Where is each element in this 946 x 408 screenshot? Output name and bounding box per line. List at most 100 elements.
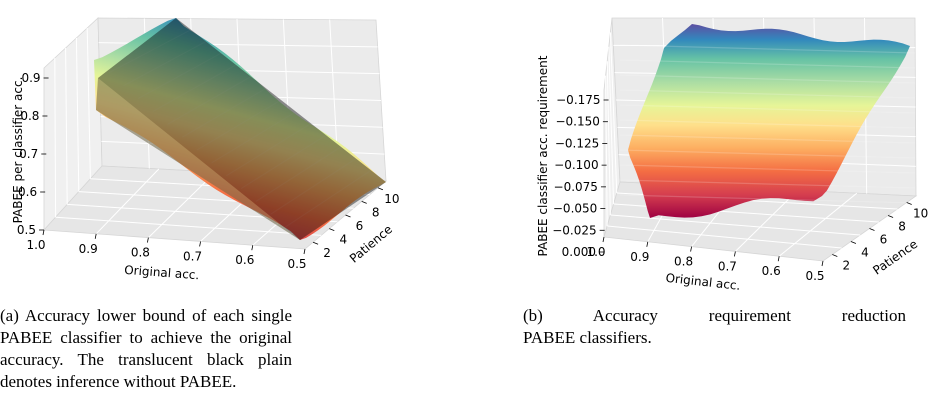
a-grid-left (54, 57, 57, 218)
a-y-tick-mark (329, 228, 335, 231)
a-surface-mesh (226, 123, 312, 177)
a-surface-mesh (152, 64, 237, 112)
a-grid-floor (55, 216, 322, 236)
b-surface-band (619, 104, 916, 114)
b-y-tick-label: 4 (861, 246, 869, 260)
b-x-tick-mark (602, 236, 605, 243)
a-grid-floor (148, 171, 216, 238)
a-surface-mesh (270, 158, 357, 215)
b-x-tick-mark (734, 251, 736, 257)
a-y-tick-label: 4 (339, 233, 347, 247)
a-surface-mesh (211, 111, 297, 164)
b-x-tick-label: 0.7 (718, 259, 737, 273)
b-x-tick-mark (690, 246, 692, 252)
b-surface (628, 24, 910, 218)
a-surface-mesh (123, 40, 207, 87)
a-grid-left (65, 47, 68, 205)
b-grid-left (605, 75, 608, 227)
a-x-tick-label: 0.6 (235, 253, 254, 267)
a-x-tick-mark (147, 237, 149, 243)
b-z-tick-label: −0.075 (554, 180, 598, 194)
a-surface-mesh (137, 52, 222, 100)
a-y-tick-mark (345, 214, 351, 218)
b-y-tick-mark (832, 254, 838, 257)
a-surface-mesh (182, 87, 267, 138)
b-y-tick-label: 2 (842, 259, 850, 273)
a-surface-mesh (196, 99, 282, 151)
a-x-tick-label: 0.7 (183, 249, 202, 263)
a-x-tick-label: 1.0 (26, 238, 45, 252)
b-grid-floor (778, 192, 858, 257)
b-z-tick-label: −0.150 (555, 115, 599, 129)
b-y-tick-label: 10 (913, 207, 928, 221)
b-y-tick-mark (887, 215, 894, 218)
b-x-tick-label: 0.9 (630, 250, 649, 264)
b-y-tick-mark (850, 241, 857, 244)
a-surface-mesh (285, 169, 372, 228)
a-y-tick-mark (361, 201, 367, 204)
b-y-tick-mark (906, 202, 912, 205)
b-z-tick-label: −0.100 (554, 158, 598, 172)
a-z-tick-label: 0.5 (17, 223, 36, 237)
b-surface-band (619, 119, 916, 129)
a-z-tick-label: 0.9 (21, 71, 40, 85)
b-z-tick-label: −0.175 (556, 93, 600, 107)
b-surface-band (619, 164, 916, 174)
a-grid-left (75, 37, 80, 192)
b-y-tick-label: 6 (880, 233, 888, 247)
a-y-tick-label: 2 (323, 246, 331, 260)
a-surface-mesh (255, 146, 342, 202)
a-surface-mesh (108, 29, 192, 74)
a-grid-left (86, 27, 91, 179)
b-x-tick-mark (777, 256, 780, 262)
b-grid-floor (607, 225, 842, 249)
b-x-tick-label: 0.5 (805, 269, 824, 283)
b-z-tick-label: −0.050 (553, 202, 597, 216)
a-y-tick-mark (312, 241, 319, 245)
a-x-tick-mark (42, 229, 45, 236)
a-x-axis-label: Original acc. (124, 263, 200, 282)
b-surface-band (619, 89, 916, 99)
caption-b: (b) Accuracy requirement reduction effe … (523, 305, 946, 349)
a-x-tick-label: 0.5 (287, 257, 306, 271)
b-z-tick-label: −0.125 (555, 136, 599, 150)
a-plane-highlight (96, 78, 300, 240)
a-x-tick-mark (94, 233, 97, 239)
a-x-tick-mark (251, 245, 254, 251)
a-surface (94, 18, 386, 240)
b-y-axis-label: Patience (870, 237, 920, 278)
b-x-tick-label: 0.8 (674, 255, 693, 269)
a-surface-mesh (240, 134, 327, 189)
b-y-tick-mark (869, 228, 875, 231)
b-grid-left (606, 61, 611, 216)
b-surface-band (619, 149, 916, 159)
b-surface-band (619, 74, 916, 84)
b-x-tick-mark (821, 260, 824, 267)
a-x-tick-label: 0.8 (131, 246, 150, 260)
caption-b-line2: PABEE classifiers. (523, 328, 652, 347)
a-x-tick-mark (303, 248, 306, 255)
b-z-tick-label: −0.025 (552, 223, 596, 237)
b-grid-floor (735, 190, 798, 252)
b-surface-band (619, 44, 916, 54)
a-x-tick-label: 0.9 (79, 242, 98, 256)
b-surface-band (619, 59, 916, 69)
a-z-tick-label: 0.6 (18, 185, 37, 199)
b-grid-left (608, 46, 615, 205)
a-y-tick-label: 10 (384, 192, 399, 206)
b-x-tick-mark (646, 241, 649, 247)
b-z-axis-label: PABEE classifier acc. requirement (536, 55, 550, 256)
a-reference-plane (96, 18, 386, 240)
a-z-tick-label: 0.8 (20, 109, 39, 123)
b-surface-band (619, 194, 916, 204)
a-y-tick-mark (377, 187, 384, 191)
b-y-tick-label: 8 (898, 220, 906, 234)
caption-a: (a) Accuracy lower bound of each single … (0, 306, 292, 391)
b-x-tick-label: 0.6 (762, 264, 781, 278)
b-grid-floor (610, 214, 861, 236)
b-z-tick-label: 0.000 (562, 245, 596, 259)
a-z-axis-label: PABEE per classifier acc. (11, 77, 25, 224)
a-x-tick-mark (199, 241, 201, 247)
